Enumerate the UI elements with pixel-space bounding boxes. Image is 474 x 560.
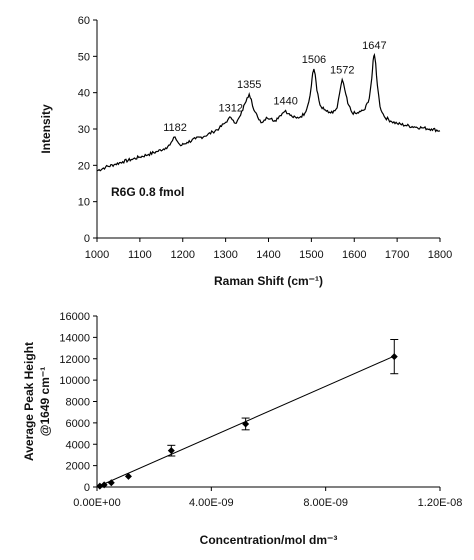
- spectrum-y-axis-label: Intensity: [39, 104, 53, 154]
- calibration-axis-ticks: 0 2000 4000 6000 8000 10000 12000 14000 16000 0.0…: [59, 311, 462, 509]
- spectrum-y-tick-label: 60: [78, 15, 90, 27]
- spectrum-y-tick-label: 30: [78, 124, 90, 136]
- data-point: [100, 481, 108, 489]
- peak-labels: 1182 1312 1355 1440 1506 1572 1647: [163, 40, 386, 134]
- spectrum-x-tick-label: 1000: [85, 249, 109, 261]
- peak-label: 1312: [219, 102, 243, 114]
- calibration-chart: 0 2000 4000 6000 8000 10000 12000 14000 16000 0.0…: [22, 311, 462, 547]
- calibration-points: [96, 339, 399, 490]
- calibration-x-axis-label: Concentration/mol dm⁻³: [200, 533, 338, 547]
- data-point: [390, 353, 398, 361]
- data-point: [124, 472, 132, 480]
- data-point: [167, 447, 175, 455]
- spectrum-x-tick-label: 1200: [171, 249, 195, 261]
- calibration-y-tick-label: 6000: [66, 418, 90, 430]
- spectrum-x-tick-label: 1500: [299, 249, 323, 261]
- calibration-y-tick-label: 0: [84, 482, 90, 494]
- spectrum-x-tick-label: 1400: [256, 249, 280, 261]
- calibration-x-tick-label: 1.20E-08: [418, 497, 463, 509]
- peak-label: 1572: [330, 65, 354, 77]
- calibration-axes: [96, 316, 440, 488]
- peak-label: 1647: [362, 40, 386, 52]
- spectrum-axis-ticks: 0 10 20 30 40 50 60 1000 1100 1200 1300 1400 1500 160…: [78, 15, 452, 261]
- peak-label: 1506: [302, 54, 326, 66]
- spectrum-x-tick-label: 1800: [428, 249, 452, 261]
- spectrum-x-tick-label: 1600: [342, 249, 366, 261]
- data-point: [242, 420, 250, 428]
- calibration-x-tick-label: 4.00E-09: [189, 497, 234, 509]
- spectrum-axes: [96, 20, 440, 239]
- peak-label: 1182: [163, 122, 187, 134]
- spectrum-x-axis-label: Raman Shift (cm⁻¹): [214, 274, 323, 288]
- spectrum-y-tick-label: 20: [78, 160, 90, 172]
- data-point: [107, 479, 115, 487]
- spectrum-y-tick-label: 0: [84, 233, 90, 245]
- raman-spectrum-chart: 0 10 20 30 40 50 60 1000 1100 1200 1300 1400 1500 160…: [39, 15, 452, 288]
- calibration-y-tick-label: 4000: [66, 439, 90, 451]
- spectrum-x-tick-label: 1100: [128, 249, 152, 261]
- spectrum-y-tick-label: 10: [78, 197, 90, 209]
- calibration-y-tick-label: 16000: [59, 311, 90, 323]
- calibration-y-axis-label-line2: @1649 cm⁻¹: [38, 367, 52, 436]
- calibration-y-axis-label-line1: Average Peak Height: [22, 342, 36, 461]
- spectrum-y-tick-label: 40: [78, 88, 90, 100]
- calibration-y-tick-label: 12000: [59, 354, 90, 366]
- peak-label: 1440: [273, 95, 297, 107]
- spectrum-series-line: [96, 52, 441, 172]
- peak-label: 1355: [237, 79, 261, 91]
- calibration-y-tick-label: 14000: [59, 332, 90, 344]
- calibration-x-tick-label: 0.00E+00: [73, 497, 120, 509]
- calibration-y-tick-label: 2000: [66, 461, 90, 473]
- calibration-y-tick-label: 8000: [66, 397, 90, 409]
- spectrum-y-tick-label: 50: [78, 51, 90, 63]
- sample-label: R6G 0.8 fmol: [111, 185, 184, 199]
- spectrum-x-tick-label: 1300: [213, 249, 237, 261]
- spectrum-x-tick-label: 1700: [385, 249, 409, 261]
- calibration-y-tick-label: 10000: [59, 375, 90, 387]
- calibration-x-tick-label: 8.00E-09: [303, 497, 348, 509]
